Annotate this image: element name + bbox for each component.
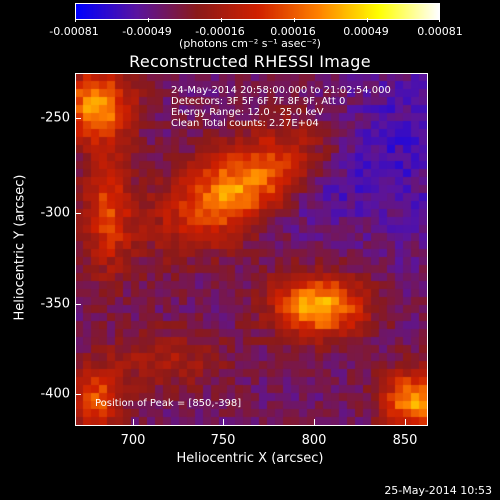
plot-title: Reconstructed RHESSI Image bbox=[129, 52, 371, 71]
x-tick-label: 700 bbox=[120, 433, 146, 448]
colorbar-tick-label: -0.00081 bbox=[49, 25, 99, 38]
plot-date: 25-May-2014 10:53 bbox=[384, 484, 492, 497]
colorbar-tick-label: 0.00049 bbox=[343, 25, 389, 38]
colorbar-tick-label: -0.00049 bbox=[122, 25, 172, 38]
clean-counts-text: Clean Total counts: 2.27E+04 bbox=[171, 118, 319, 129]
colorbar-tick-label: 0.00081 bbox=[417, 25, 463, 38]
detectors-text: Detectors: 3F 5F 6F 7F 8F 9F, Att 0 bbox=[171, 96, 346, 107]
colorbar-units: (photons cm⁻² s⁻¹ asec⁻²) bbox=[179, 37, 321, 50]
y-tick-label: -350 bbox=[40, 296, 70, 312]
colorbar-tick-label: 0.00016 bbox=[270, 25, 316, 38]
rhessi-image bbox=[76, 74, 427, 425]
energy-range-text: Energy Range: 12.0 - 25.0 keV bbox=[171, 107, 324, 118]
y-tick-label: -250 bbox=[40, 110, 70, 126]
image-plot: 24-May-2014 20:58:00.000 to 21:02:54.000… bbox=[75, 73, 428, 426]
peak-position-text: Position of Peak = [850,-398] bbox=[95, 398, 242, 409]
y-axis-label: Heliocentric Y (arcsec) bbox=[12, 174, 28, 321]
y-tick-label: -400 bbox=[40, 386, 70, 402]
colorbar bbox=[75, 3, 440, 20]
x-tick-label: 850 bbox=[392, 433, 418, 448]
x-tick-label: 800 bbox=[301, 433, 327, 448]
x-axis-label: Heliocentric X (arcsec) bbox=[176, 451, 324, 466]
colorbar-tick-label: -0.00016 bbox=[195, 25, 245, 38]
x-tick-label: 750 bbox=[210, 433, 236, 448]
y-tick-label: -300 bbox=[40, 205, 70, 221]
time-range-text: 24-May-2014 20:58:00.000 to 21:02:54.000 bbox=[171, 85, 391, 96]
